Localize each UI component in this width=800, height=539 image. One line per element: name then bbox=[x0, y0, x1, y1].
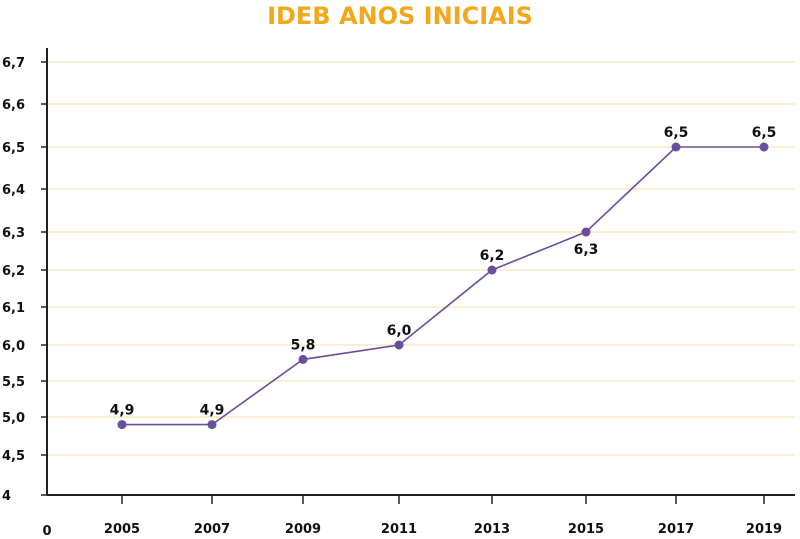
data-point bbox=[207, 420, 217, 430]
data-label: 6,0 bbox=[387, 323, 412, 339]
y-tick-label: 6,0 bbox=[2, 339, 25, 354]
series-group bbox=[117, 142, 769, 430]
data-label: 4,9 bbox=[200, 403, 225, 419]
data-label: 6,5 bbox=[752, 125, 777, 141]
x-tick-label: 2007 bbox=[194, 522, 230, 537]
y-tick-labels: 4 4,5 5,0 5,5 6,0 6,1 6,2 6,3 6,4 6,5 6,6 6,7 bbox=[2, 56, 25, 504]
y-tick-label: 6,5 bbox=[2, 141, 25, 156]
x-origin-label: 0 bbox=[42, 524, 51, 539]
data-point bbox=[117, 420, 127, 430]
chart-title: IDEB ANOS INICIAIS bbox=[267, 2, 533, 30]
x-tick-label: 2017 bbox=[658, 522, 694, 537]
data-label: 6,3 bbox=[574, 242, 599, 258]
data-label: 4,9 bbox=[110, 403, 135, 419]
x-tick-label: 2015 bbox=[568, 522, 604, 537]
y-tick-label: 6,1 bbox=[2, 301, 25, 316]
data-label: 6,5 bbox=[664, 125, 689, 141]
y-tick-label: 6,7 bbox=[2, 56, 25, 71]
data-point bbox=[394, 340, 404, 350]
y-tick-label: 6,6 bbox=[2, 98, 25, 113]
data-point bbox=[487, 265, 497, 275]
x-tick-label: 2011 bbox=[381, 522, 417, 537]
data-point bbox=[759, 142, 769, 152]
y-tick-label: 4 bbox=[2, 489, 11, 504]
y-tick-label: 6,4 bbox=[2, 183, 25, 198]
x-tick-label: 2005 bbox=[104, 522, 140, 537]
y-tick-label: 4,5 bbox=[2, 449, 25, 464]
y-tick-label: 5,5 bbox=[2, 375, 25, 390]
x-tick-label: 2019 bbox=[746, 522, 782, 537]
data-label: 6,2 bbox=[480, 248, 505, 264]
data-point bbox=[581, 227, 591, 237]
axes bbox=[41, 48, 795, 504]
y-tick-label: 6,3 bbox=[2, 226, 25, 241]
y-tick-label: 6,2 bbox=[2, 264, 25, 279]
data-point bbox=[298, 354, 308, 364]
x-tick-label: 2013 bbox=[474, 522, 510, 537]
y-tick-label: 5,0 bbox=[2, 411, 25, 426]
data-point bbox=[671, 142, 681, 152]
x-tick-labels: 0 2005 2007 2009 2011 2013 2015 2017 2019 bbox=[42, 522, 782, 539]
x-tick-label: 2009 bbox=[285, 522, 321, 537]
series-line bbox=[122, 146, 764, 426]
grid-lines bbox=[47, 61, 795, 456]
data-labels: 4,9 4,9 5,8 6,0 6,2 6,3 6,5 6,5 bbox=[110, 125, 777, 419]
data-label: 5,8 bbox=[291, 337, 316, 353]
